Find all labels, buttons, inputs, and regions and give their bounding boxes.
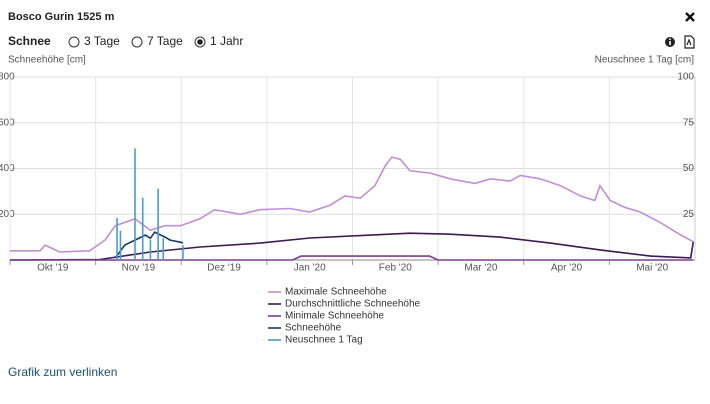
x-tick-label: Apr '20 xyxy=(551,263,583,274)
pdf-icon[interactable] xyxy=(684,35,695,49)
radio-dot[interactable] xyxy=(197,39,203,45)
x-tick-label: Jan '20 xyxy=(294,263,326,274)
series-line xyxy=(9,232,695,261)
x-tick-label: Okt '19 xyxy=(37,263,69,274)
y-axis-title: Schneehöhe [cm] xyxy=(8,55,86,66)
info-icon[interactable] xyxy=(665,37,675,47)
radio-label[interactable]: 1 Jahr xyxy=(210,34,243,48)
radio-option[interactable]: 7 Tage xyxy=(131,34,183,48)
legend-item[interactable]: Maximale Schneehöhe xyxy=(268,287,387,298)
legend-item[interactable]: Neuschnee 1 Tag xyxy=(268,335,363,346)
radio-option[interactable]: 3 Tage xyxy=(68,34,120,48)
series-line xyxy=(10,156,694,253)
series-line xyxy=(114,231,184,259)
legend-item[interactable]: Durchschnittliche Schneehöhe xyxy=(268,299,421,310)
controls-label: Schnee xyxy=(8,34,51,48)
legend-label[interactable]: Minimale Schneehöhe xyxy=(285,311,384,322)
station-title: Bosco Gurin 1525 m xyxy=(8,11,115,23)
close-button[interactable] xyxy=(685,12,695,22)
y2-tick-label: 50 xyxy=(683,163,695,174)
x-tick-label: Dez '19 xyxy=(207,263,241,274)
radio-circle[interactable] xyxy=(131,36,143,48)
legend-item[interactable]: Schneehöhe xyxy=(268,323,342,334)
y-tick-label: 600 xyxy=(0,117,15,128)
x-tick-label: Mar '20 xyxy=(464,263,497,274)
legend-label[interactable]: Durchschnittliche Schneehöhe xyxy=(285,299,421,310)
x-tick-label: Feb '20 xyxy=(379,263,412,274)
y2-axis-title: Neuschnee 1 Tag [cm] xyxy=(595,55,695,66)
y2-tick-label: 25 xyxy=(683,209,695,220)
link[interactable]: Grafik zum verlinken xyxy=(8,365,117,379)
legend-label[interactable]: Schneehöhe xyxy=(285,323,342,334)
y-tick-label: 400 xyxy=(0,163,15,174)
radio-label[interactable]: 3 Tage xyxy=(84,34,120,48)
x-tick-label: Mai '20 xyxy=(636,263,668,274)
y2-tick-label: 100 xyxy=(677,72,694,83)
y-tick-label: 800 xyxy=(0,72,15,83)
legend-label[interactable]: Maximale Schneehöhe xyxy=(285,287,387,298)
radio-label[interactable]: 7 Tage xyxy=(147,34,183,48)
legend-label[interactable]: Neuschnee 1 Tag xyxy=(285,335,363,346)
plot: 200 400 600 800 25 50 75 100 Okt '19 Nov '19 Dez '… xyxy=(0,72,696,274)
legend-item[interactable]: Minimale Schneehöhe xyxy=(268,311,384,322)
y2-tick-label: 75 xyxy=(683,117,695,128)
radio-circle[interactable] xyxy=(68,36,80,48)
series-line xyxy=(10,255,694,261)
y-tick-label: 200 xyxy=(0,209,15,220)
x-tick-label: Nov '19 xyxy=(122,263,156,274)
radio-option[interactable]: 1 Jahr xyxy=(194,34,243,48)
